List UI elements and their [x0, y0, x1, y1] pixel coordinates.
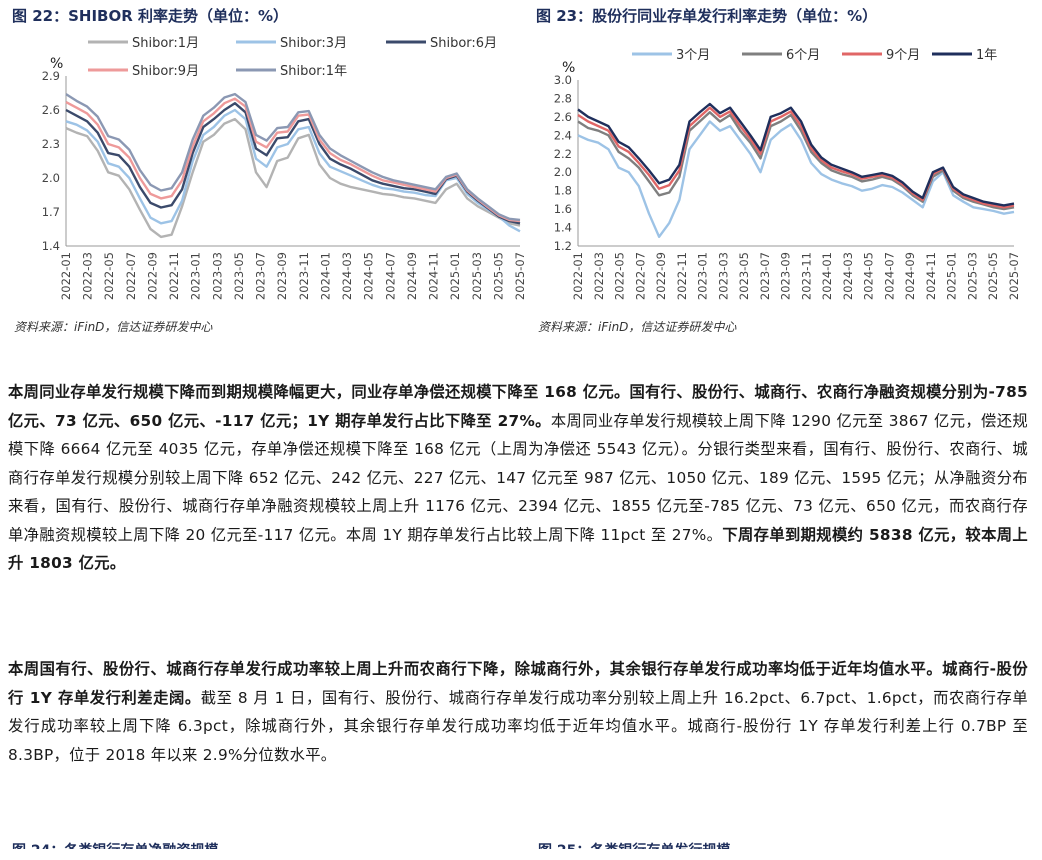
x-tick-label: 2023-11: [799, 252, 813, 300]
x-tick-label: 2025-03: [965, 252, 979, 300]
x-tick-label: 2022-11: [675, 252, 689, 300]
shibor-line-chart: Shibor:1月 Shibor:3月 Shibor:6月 Shibor:9月 Shib…: [42, 36, 527, 300]
x-tick-label: 2024-09: [903, 252, 917, 300]
figure-source: 资料来源：iFinD，信达证券研发中心: [538, 320, 737, 334]
x-tick-label: 2023-07: [758, 252, 772, 300]
x-tick-label: 2022-03: [81, 252, 95, 300]
y-tick-label: 2.0: [42, 171, 60, 185]
legend-label: 1年: [976, 48, 997, 63]
y-tick-label: 3.0: [554, 73, 572, 87]
x-tick-label: 2024-07: [383, 252, 397, 300]
legend-label: 6个月: [786, 48, 820, 63]
x-tick-label: 2022-09: [145, 252, 159, 300]
ncd-rate-line-chart: 3个月 6个月 9个月 1年% 1.2 1.4 1.6 1.8 2.0 2.2 2.4 2.6 2.8 3…: [554, 48, 1021, 300]
x-tick-label: 2022-11: [167, 252, 181, 300]
x-tick-label: 2024-01: [820, 252, 834, 300]
x-tick-label: 2023-09: [275, 252, 289, 300]
x-tick-label: 2025-05: [491, 252, 505, 300]
x-tick-label: 2025-07: [513, 252, 527, 300]
y-tick-label: 1.8: [554, 184, 572, 198]
legend-label: Shibor:9月: [132, 64, 199, 79]
x-tick-label: 2025-03: [470, 252, 484, 300]
legend-label: Shibor:1年: [280, 64, 347, 79]
x-tick-label: 2022-03: [592, 252, 606, 300]
next-figure-title-left: 图 24：各类银行存单净融资规模: [12, 843, 219, 859]
figure-ncd-rate: 图 23：股份行同业存单发行利率走势（单位：%） 3个月 6个月 9个月 1年% 1.2…: [532, 0, 1038, 346]
x-tick-label: 2025-05: [986, 252, 1000, 300]
figure-source: 资料来源：iFinD，信达证券研发中心: [14, 320, 213, 334]
x-tick-label: 2022-09: [654, 252, 668, 300]
y-tick-label: 1.4: [42, 239, 60, 253]
x-tick-label: 2023-09: [779, 252, 793, 300]
legend-label: 3个月: [676, 48, 710, 63]
paragraph-ncd-success-rate: 本周国有行、股份行、城商行存单发行成功率较上周上升而农商行下降，除城商行外，其余…: [8, 655, 1028, 769]
x-tick-label: 2024-09: [405, 252, 419, 300]
x-tick-label: 2022-05: [102, 252, 116, 300]
legend-label: Shibor:6月: [430, 36, 497, 51]
x-tick-label: 2022-05: [613, 252, 627, 300]
y-tick-label: 2.3: [42, 137, 60, 151]
figure-title: 图 23：股份行同业存单发行利率走势（单位：%）: [536, 7, 878, 25]
legend-label: 9个月: [886, 48, 920, 63]
x-tick-label: 2023-01: [189, 252, 203, 300]
x-tick-label: 2025-01: [448, 252, 462, 300]
x-tick-label: 2023-01: [696, 252, 710, 300]
y-tick-label: 2.6: [42, 103, 60, 117]
x-tick-label: 2024-03: [841, 252, 855, 300]
y-tick-label: 1.6: [554, 202, 572, 216]
y-tick-label: 1.4: [554, 221, 572, 235]
y-tick-label: 2.2: [554, 147, 572, 161]
y-tick-label: 1.2: [554, 239, 572, 253]
x-tick-label: 2025-07: [1007, 252, 1021, 300]
y-unit-label: %: [50, 56, 63, 72]
x-tick-label: 2023-03: [210, 252, 224, 300]
paragraph-ncd-volume: 本周同业存单发行规模下降而到期规模降幅更大，同业存单净偿还规模下降至 168 亿…: [8, 378, 1028, 578]
y-tick-label: 2.8: [554, 91, 572, 105]
series-line: [65, 117, 521, 239]
x-tick-label: 2022-01: [59, 252, 73, 300]
paragraph-lead: 本周国有行、股份行、城商行存单发行成功率较上周上升而农商行下降，除城商行外，其余…: [8, 660, 1028, 707]
x-tick-label: 2024-01: [318, 252, 332, 300]
x-tick-label: 2024-03: [340, 252, 354, 300]
x-tick-label: 2023-11: [297, 252, 311, 300]
y-tick-label: 1.7: [42, 205, 60, 219]
x-tick-label: 2022-07: [124, 252, 138, 300]
x-tick-label: 2022-07: [633, 252, 647, 300]
series-line: [577, 111, 1015, 211]
x-tick-label: 2023-05: [737, 252, 751, 300]
next-figure-title-right: 图 25：各类银行存单发行规模: [538, 843, 731, 859]
y-tick-label: 2.9: [42, 69, 60, 83]
x-tick-label: 2024-11: [427, 252, 441, 300]
legend-label: Shibor:3月: [280, 36, 347, 51]
paragraph-body: 截至 8 月 1 日，国有行、股份行、城商行存单发行成功率分别较上周上升 16.…: [8, 688, 1028, 764]
series-line: [577, 102, 1015, 207]
x-tick-label: 2024-07: [882, 252, 896, 300]
y-tick-label: 2.4: [554, 128, 572, 142]
x-tick-label: 2022-01: [571, 252, 585, 300]
series-line: [65, 92, 521, 222]
paragraph-tail: 下周存单到期规模约 5838 亿元，较本周上升 1803 亿元。: [8, 525, 1029, 573]
x-tick-label: 2025-01: [945, 252, 959, 300]
figure-title: 图 22：SHIBOR 利率走势（单位：%）: [12, 7, 289, 25]
x-tick-label: 2023-05: [232, 252, 246, 300]
y-unit-label: %: [562, 60, 575, 76]
x-tick-label: 2023-03: [716, 252, 730, 300]
x-tick-label: 2024-11: [924, 252, 938, 300]
y-tick-label: 2.0: [554, 165, 572, 179]
x-tick-label: 2024-05: [362, 252, 376, 300]
legend-label: Shibor:1月: [132, 36, 199, 51]
paragraph-body: 本周同业存单发行规模较上周下降 1290 亿元至 3867 亿元，偿还规模下降 …: [8, 411, 1028, 544]
x-tick-label: 2024-05: [862, 252, 876, 300]
paragraph-lead: 本周同业存单发行规模下降而到期规模降幅更大，同业存单净偿还规模下降至 168 亿…: [8, 383, 1028, 430]
figure-shibor: 图 22：SHIBOR 利率走势（单位：%） Shibor:1月 Shibor:3…: [8, 0, 527, 346]
series-line: [577, 120, 1015, 239]
x-tick-label: 2023-07: [254, 252, 268, 300]
y-tick-label: 2.6: [554, 110, 572, 124]
